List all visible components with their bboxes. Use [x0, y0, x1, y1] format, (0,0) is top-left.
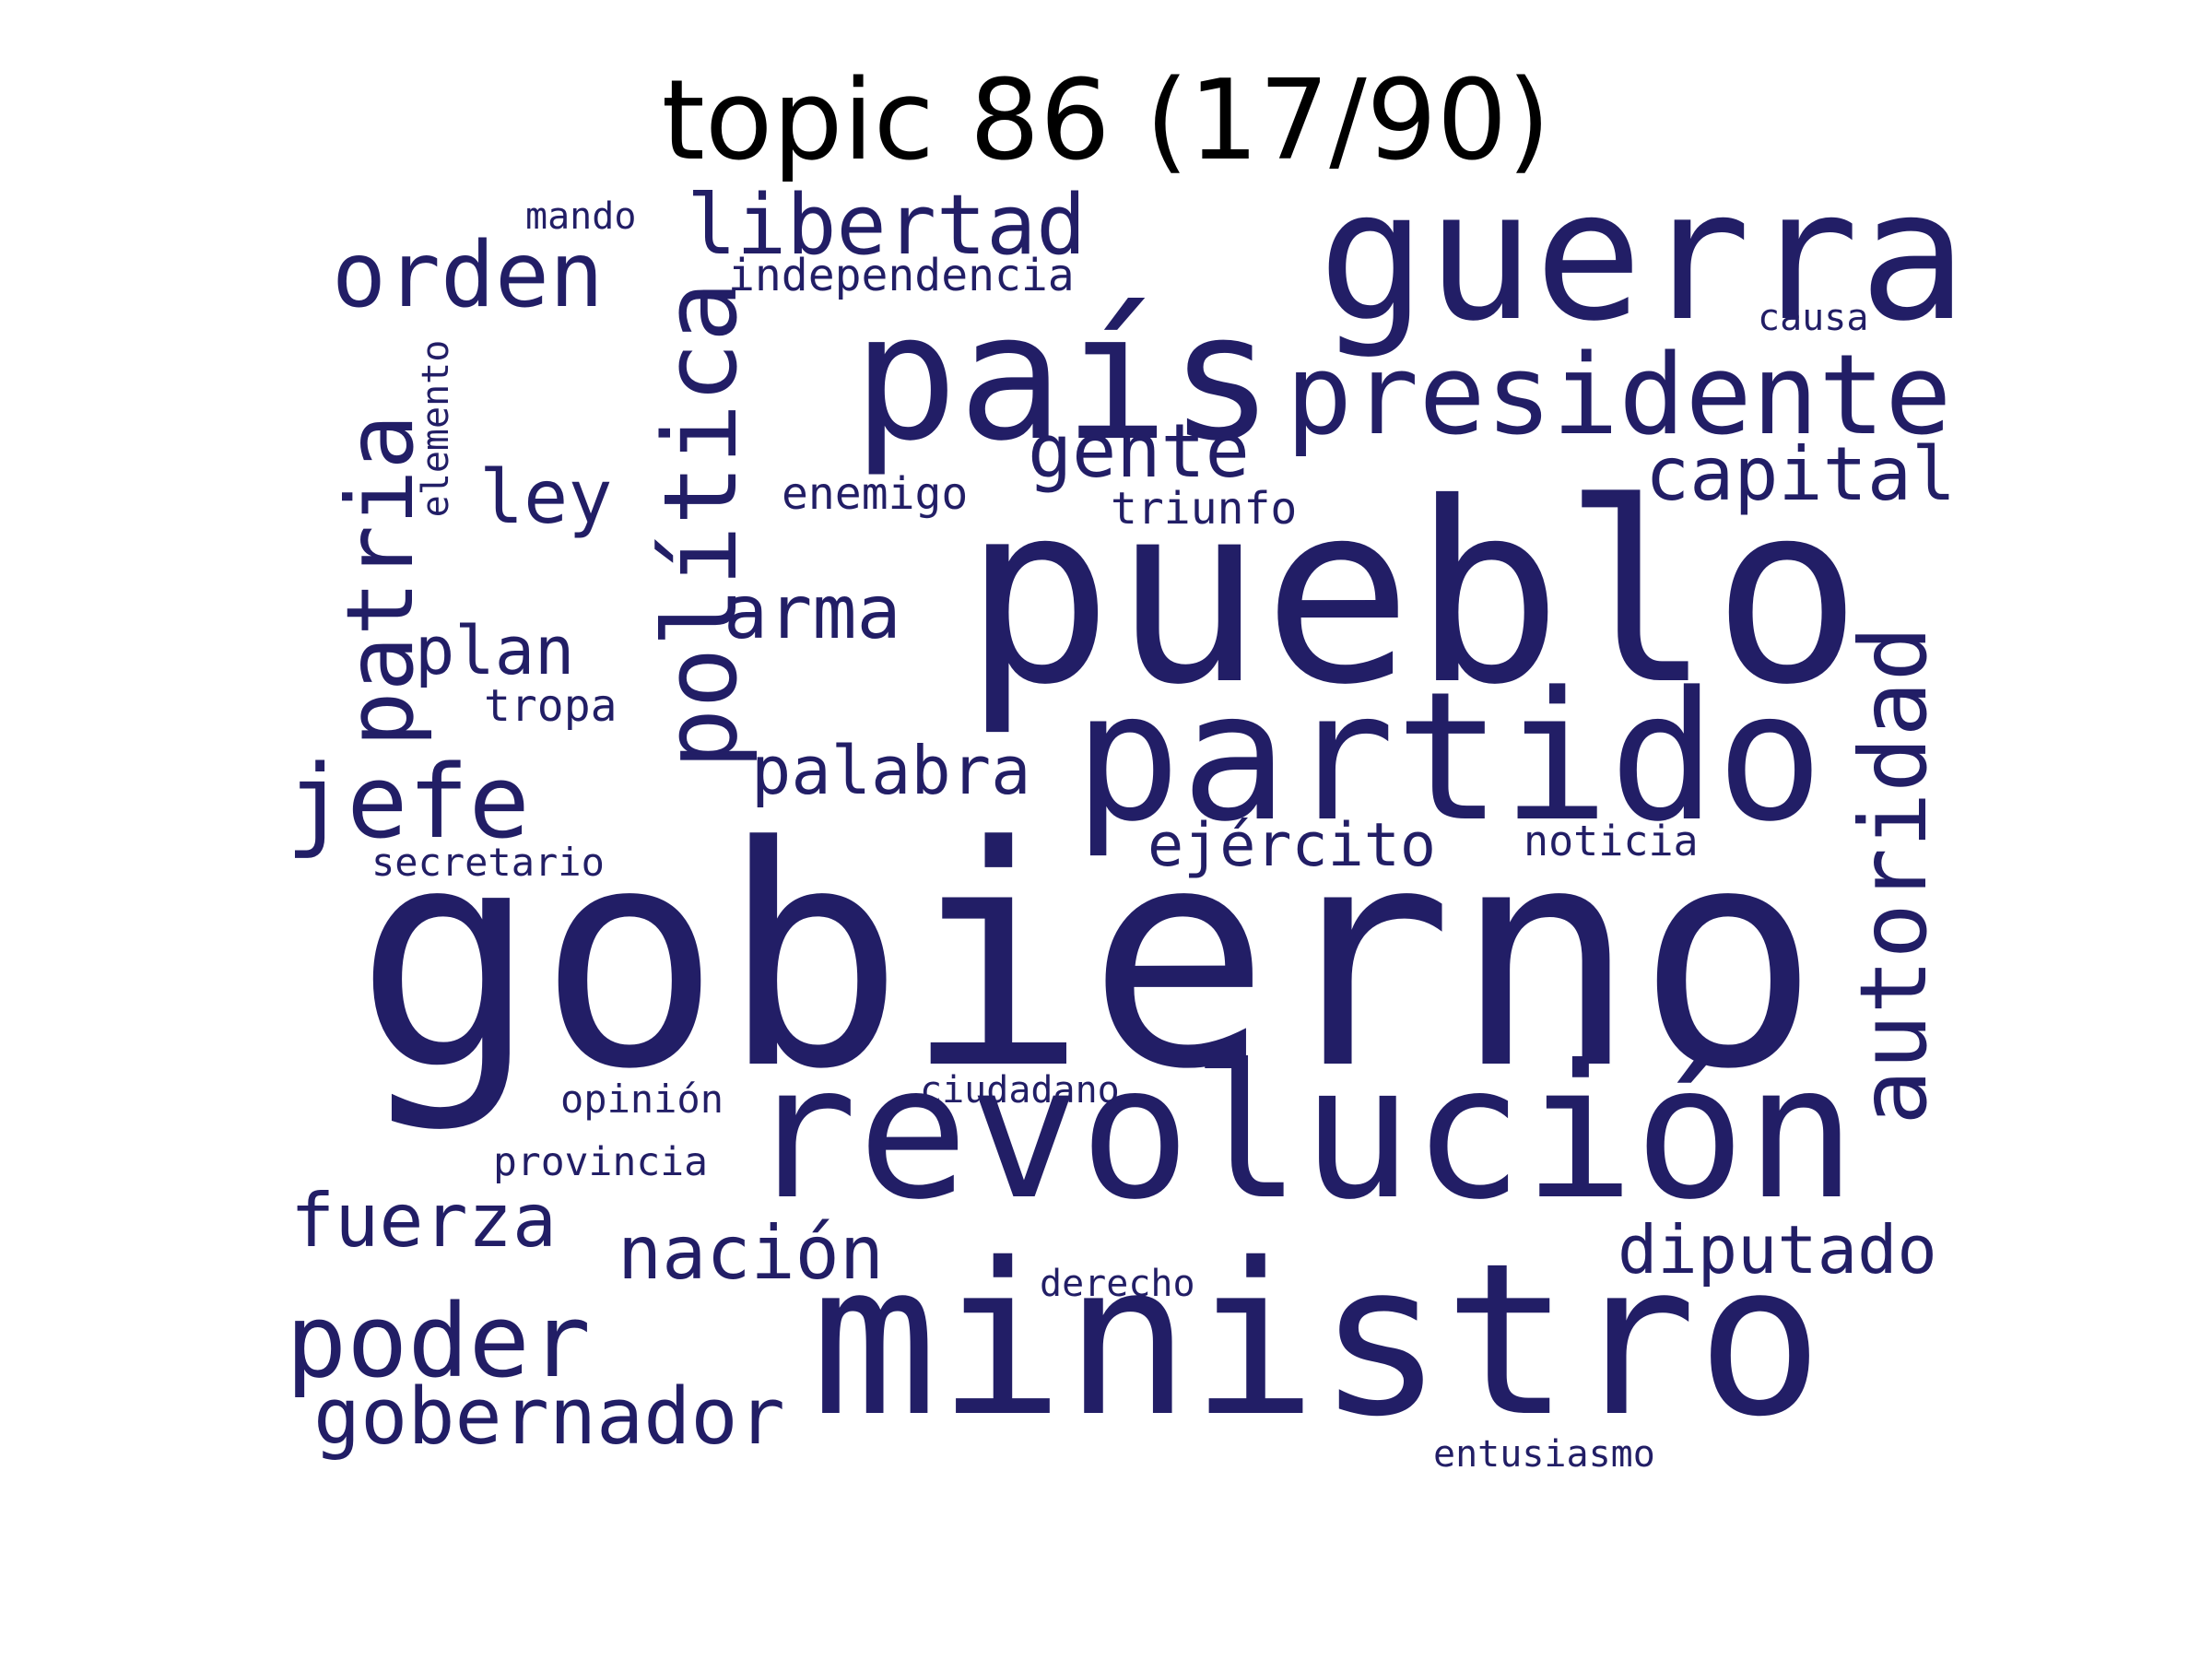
- word-causa: causa: [1758, 297, 1869, 339]
- word-politica: política: [641, 281, 759, 770]
- word-autoridad: autoridad: [1840, 626, 1947, 1125]
- word-guerra: guerra: [1318, 151, 1968, 360]
- word-partido: partido: [1074, 653, 1824, 861]
- word-nacion: nación: [618, 1210, 884, 1296]
- word-poder: poder: [286, 1282, 592, 1400]
- word-entusiasmo: entusiasmo: [1433, 1433, 1655, 1476]
- word-opinion: opinión: [560, 1077, 724, 1122]
- word-tropa: tropa: [484, 680, 618, 732]
- word-ciudadano: ciudadano: [920, 1069, 1120, 1112]
- word-ministro: ministro: [811, 1218, 1824, 1463]
- word-diputado: diputado: [1618, 1211, 1937, 1288]
- word-ley: ley: [479, 454, 613, 540]
- word-triunfo: triunfo: [1111, 483, 1298, 535]
- word-noticia: noticia: [1524, 817, 1699, 865]
- word-orden: orden: [332, 223, 605, 328]
- word-independencia: independencia: [728, 250, 1075, 301]
- word-jefe: jefe: [286, 743, 530, 861]
- word-gobierno: gobierno: [355, 782, 1820, 1135]
- word-mando: mando: [525, 195, 637, 238]
- word-provincia: provincia: [493, 1139, 708, 1185]
- word-revolucion: revolución: [747, 1026, 1857, 1241]
- word-ejercito: ejército: [1147, 811, 1437, 880]
- word-gente: gente: [1028, 408, 1250, 494]
- word-patria: patria: [326, 414, 434, 747]
- word-pais: país: [853, 276, 1275, 479]
- word-derecho: derecho: [1040, 1263, 1195, 1305]
- word-elemento: elemento: [415, 339, 457, 518]
- word-presidente: presidente: [1286, 332, 1952, 460]
- word-plan: plan: [415, 612, 575, 689]
- word-capital: capital: [1645, 431, 1957, 517]
- word-fuerza: fuerza: [290, 1178, 557, 1264]
- chart-title: topic 86 (17/90): [661, 57, 1551, 185]
- word-libertad: libertad: [687, 177, 1087, 274]
- word-secretario: secretario: [371, 840, 605, 885]
- word-pueblo: pueblo: [963, 449, 1863, 739]
- word-gobernador: gobernador: [313, 1371, 785, 1463]
- word-palabra: palabra: [751, 732, 1031, 809]
- word-arma: arma: [724, 570, 901, 655]
- word-enemigo: enemigo: [782, 468, 969, 520]
